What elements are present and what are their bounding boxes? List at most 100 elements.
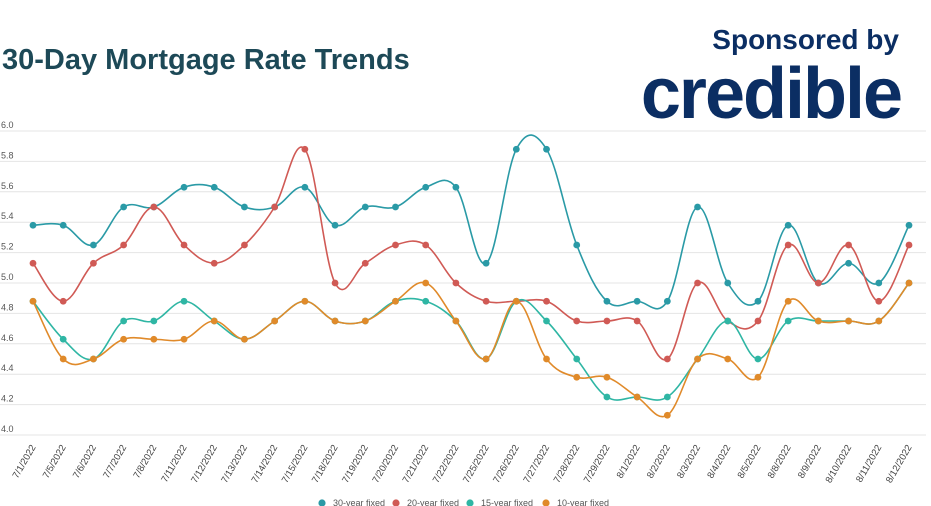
data-point: [29, 259, 37, 267]
x-tick-label: 8/10/2022: [824, 443, 855, 485]
legend-marker: [392, 499, 400, 506]
series-1: [29, 134, 913, 310]
data-point: [301, 297, 309, 305]
x-tick-label: 8/5/2022: [736, 443, 764, 481]
x-axis-ticks: 7/1/2022 7/5/2022 7/6/2022 7/7/2022 7/8/2022…: [11, 443, 915, 485]
data-point: [875, 317, 883, 325]
x-tick-label: 7/12/2022: [189, 443, 220, 485]
legend-marker: [318, 499, 326, 506]
data-point: [814, 317, 822, 325]
data-point: [241, 241, 248, 249]
data-point: [543, 145, 550, 153]
data-point: [814, 279, 822, 287]
data-point: [150, 335, 158, 343]
data-point: [603, 317, 611, 325]
series-lines: [29, 134, 913, 419]
x-tick-label: 8/1/2022: [615, 443, 643, 481]
data-point: [784, 297, 792, 305]
data-point: [633, 297, 641, 305]
data-point: [331, 221, 339, 229]
legend-label: 15-year fixed: [481, 498, 533, 506]
data-point: [180, 241, 188, 249]
x-tick-label: 7/25/2022: [461, 443, 492, 485]
y-axis-ticks: 6.0 5.8 5.6 5.4 5.2 5.0 4.8 4.6 4.4 4.2 4.0: [1, 120, 14, 434]
series-2: [29, 145, 913, 363]
data-point: [573, 241, 581, 249]
x-tick-label: 7/6/2022: [71, 443, 99, 481]
data-point: [603, 373, 611, 381]
data-point: [754, 317, 762, 325]
y-tick-label: 5.8: [1, 150, 14, 160]
x-tick-label: 7/27/2022: [521, 443, 552, 485]
x-tick-label: 8/12/2022: [884, 443, 915, 485]
x-tick-label: 8/9/2022: [796, 443, 824, 481]
data-point: [120, 335, 128, 343]
x-tick-label: 7/13/2022: [219, 443, 250, 485]
data-point: [301, 145, 309, 153]
data-point: [361, 317, 369, 325]
data-point: [452, 183, 460, 191]
x-tick-label: 7/14/2022: [250, 443, 281, 485]
data-point: [754, 297, 762, 305]
x-tick-label: 7/20/2022: [370, 443, 401, 485]
data-point: [663, 297, 671, 305]
y-tick-label: 5.6: [1, 181, 14, 191]
data-point: [784, 221, 792, 229]
data-point: [90, 241, 97, 249]
data-point: [573, 373, 581, 381]
y-tick-label: 4.2: [1, 394, 14, 404]
data-point: [724, 279, 732, 287]
data-point: [180, 335, 188, 343]
x-tick-label: 7/18/2022: [310, 443, 341, 485]
data-point: [331, 279, 339, 287]
data-point: [543, 317, 550, 325]
legend-label: 20-year fixed: [407, 498, 459, 506]
x-tick-label: 7/29/2022: [582, 443, 613, 485]
data-point: [90, 259, 97, 267]
data-point: [210, 183, 218, 191]
y-tick-label: 5.4: [1, 211, 14, 221]
data-point: [392, 297, 399, 305]
data-point: [905, 221, 913, 229]
data-point: [59, 221, 67, 229]
data-point: [180, 297, 188, 305]
y-tick-label: 4.0: [1, 424, 14, 434]
data-point: [603, 393, 611, 401]
data-point: [392, 203, 399, 211]
data-point: [452, 317, 460, 325]
data-point: [694, 203, 701, 211]
gridlines: [0, 130, 926, 436]
x-tick-label: 7/1/2022: [11, 443, 39, 481]
data-point: [90, 355, 97, 363]
data-point: [422, 297, 430, 305]
x-tick-label: 7/15/2022: [280, 443, 311, 485]
data-point: [603, 297, 611, 305]
data-point: [784, 241, 792, 249]
data-point: [633, 317, 641, 325]
legend: 30-year fixed 20-year fixed 15-year fixed 1…: [318, 498, 609, 506]
data-point: [422, 241, 430, 249]
data-point: [543, 297, 550, 305]
data-point: [59, 297, 67, 305]
data-point: [59, 355, 67, 363]
data-point: [905, 279, 913, 287]
data-point: [875, 297, 883, 305]
sponsor-text: Sponsored by: [712, 24, 899, 55]
x-tick-label: 7/11/2022: [159, 443, 189, 484]
data-point: [150, 317, 158, 325]
x-tick-label: 7/22/2022: [431, 443, 462, 485]
data-point: [120, 241, 128, 249]
x-tick-label: 7/5/2022: [41, 443, 69, 481]
x-tick-label: 7/8/2022: [131, 443, 159, 481]
data-point: [754, 373, 762, 381]
data-point: [29, 221, 37, 229]
data-point: [120, 317, 128, 325]
legend-marker: [542, 499, 550, 506]
data-point: [543, 355, 550, 363]
data-point: [241, 335, 248, 343]
data-point: [845, 259, 852, 267]
x-tick-label: 7/19/2022: [340, 443, 371, 485]
x-tick-label: 8/4/2022: [705, 443, 733, 481]
data-point: [663, 393, 671, 401]
